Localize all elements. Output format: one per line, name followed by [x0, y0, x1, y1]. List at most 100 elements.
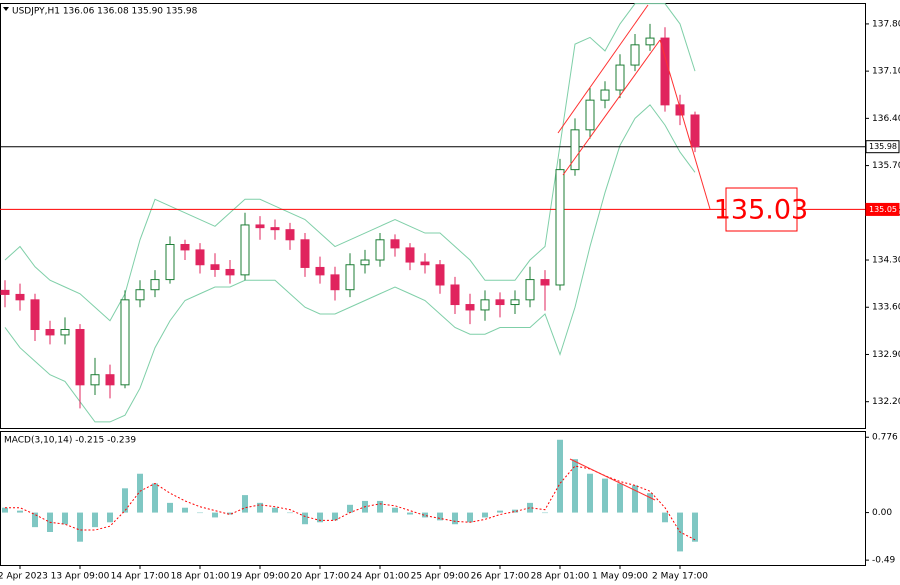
candle-body	[420, 261, 430, 266]
y-tick-label: 137.10	[872, 67, 900, 77]
candle-body	[165, 244, 175, 281]
macd-bar	[287, 512, 293, 514]
price-level-box	[865, 202, 900, 216]
y-tick-label: 0.00	[872, 508, 892, 518]
candle-body	[615, 64, 625, 91]
macd-bar	[17, 510, 23, 513]
candle-body	[525, 279, 535, 301]
x-tick-label: 14 Apr 17:00	[111, 572, 170, 582]
x-tick-label: 12 Apr 2023	[0, 572, 48, 582]
candle-body	[150, 279, 160, 291]
channel-line	[562, 39, 661, 176]
candle-body	[600, 89, 610, 101]
macd-bar	[167, 502, 173, 513]
macd-bar	[392, 507, 398, 513]
candle-body	[45, 329, 55, 336]
y-tick-label: 135.70	[872, 161, 900, 171]
channel-line	[557, 4, 649, 134]
projection-line	[659, 39, 711, 210]
macd-bar	[407, 512, 413, 515]
price-panel	[0, 3, 866, 429]
macd-trend-line	[569, 458, 656, 501]
candle-body	[105, 374, 115, 386]
macd-bar	[272, 507, 278, 513]
candle-body	[135, 289, 145, 301]
y-tick-label: 134.30	[872, 256, 900, 266]
candle-body	[330, 274, 340, 291]
macd-bar	[302, 512, 308, 525]
candle-body	[120, 299, 130, 386]
candle-body	[15, 293, 25, 301]
y-tick-label: 137.80	[872, 19, 900, 29]
bollinger-band	[4, 104, 696, 423]
candle-body	[90, 374, 100, 386]
macd-bar	[227, 512, 233, 515]
macd-bar	[122, 488, 128, 513]
candle-body	[285, 229, 295, 241]
candle-body	[270, 227, 280, 231]
macd-panel	[0, 431, 866, 566]
panel-title: MACD(3,10,14) -0.215 -0.239	[4, 436, 136, 446]
candle-body	[75, 329, 85, 386]
candle-body	[195, 249, 205, 266]
macd-bar	[422, 512, 428, 518]
x-tick-label: 13 Apr 09:00	[51, 572, 110, 582]
macd-bar	[77, 512, 83, 542]
candle-body	[300, 239, 310, 268]
candle-body	[480, 299, 490, 311]
macd-bar	[497, 510, 503, 513]
candle-body	[30, 299, 40, 331]
macd-bar	[377, 500, 383, 513]
macd-bar	[632, 485, 638, 513]
drawings	[557, 4, 711, 501]
candle-body	[390, 239, 400, 249]
x-tick-label: 20 Apr 17:00	[291, 572, 350, 582]
candle-body	[675, 104, 685, 116]
macd-bar	[32, 512, 38, 528]
macd-bar	[257, 502, 263, 513]
candle-body	[255, 224, 265, 229]
candle-body	[240, 224, 250, 276]
macd-bar	[662, 512, 668, 523]
macd-bar	[602, 478, 608, 513]
macd-bar	[347, 504, 353, 513]
candle-body	[450, 284, 460, 306]
macd-bar	[332, 512, 338, 521]
candle-body	[570, 129, 580, 171]
macd-bar	[572, 459, 578, 513]
macd-bar	[2, 507, 8, 513]
candle-body	[435, 264, 445, 286]
candle-body	[345, 264, 355, 291]
symbol-arrow	[3, 7, 9, 11]
candle-body	[60, 329, 70, 336]
macd-bar	[92, 512, 98, 528]
y-tick-label: 0.776	[872, 433, 898, 443]
macd-bar	[512, 509, 518, 513]
candle-body	[315, 266, 325, 276]
macd-bar	[482, 512, 488, 518]
price-level-label: 135.98	[869, 142, 897, 151]
candle-body	[690, 114, 700, 148]
candle-body	[510, 299, 520, 306]
candle-body	[360, 259, 370, 266]
x-tick-label: 28 Apr 01:00	[531, 572, 590, 582]
candle-body	[180, 244, 190, 251]
macd-plot	[2, 439, 698, 552]
labels: USDJPY,H1 136.06 136.08 135.90 135.98 132…	[0, 7, 900, 582]
macd-bar	[212, 512, 218, 518]
x-tick-label: 25 Apr 09:00	[411, 572, 470, 582]
macd-bar	[182, 507, 188, 513]
macd-bar	[137, 473, 143, 513]
macd-bar	[62, 512, 68, 525]
x-tick-label: 26 Apr 17:00	[471, 572, 530, 582]
panel-title: USDJPY,H1 136.06 136.08 135.90 135.98	[12, 7, 198, 17]
macd-bar	[617, 483, 623, 513]
candle-body	[210, 264, 220, 270]
y-tick-label: 133.60	[872, 303, 900, 313]
x-tick-label: 1 May 09:00	[592, 572, 648, 582]
macd-bar	[692, 512, 698, 542]
candle-body	[225, 268, 235, 276]
x-tick-label: 2 May 17:00	[652, 572, 708, 582]
bollinger-band	[4, 3, 696, 322]
y-tick-label: -0.49	[872, 556, 896, 566]
